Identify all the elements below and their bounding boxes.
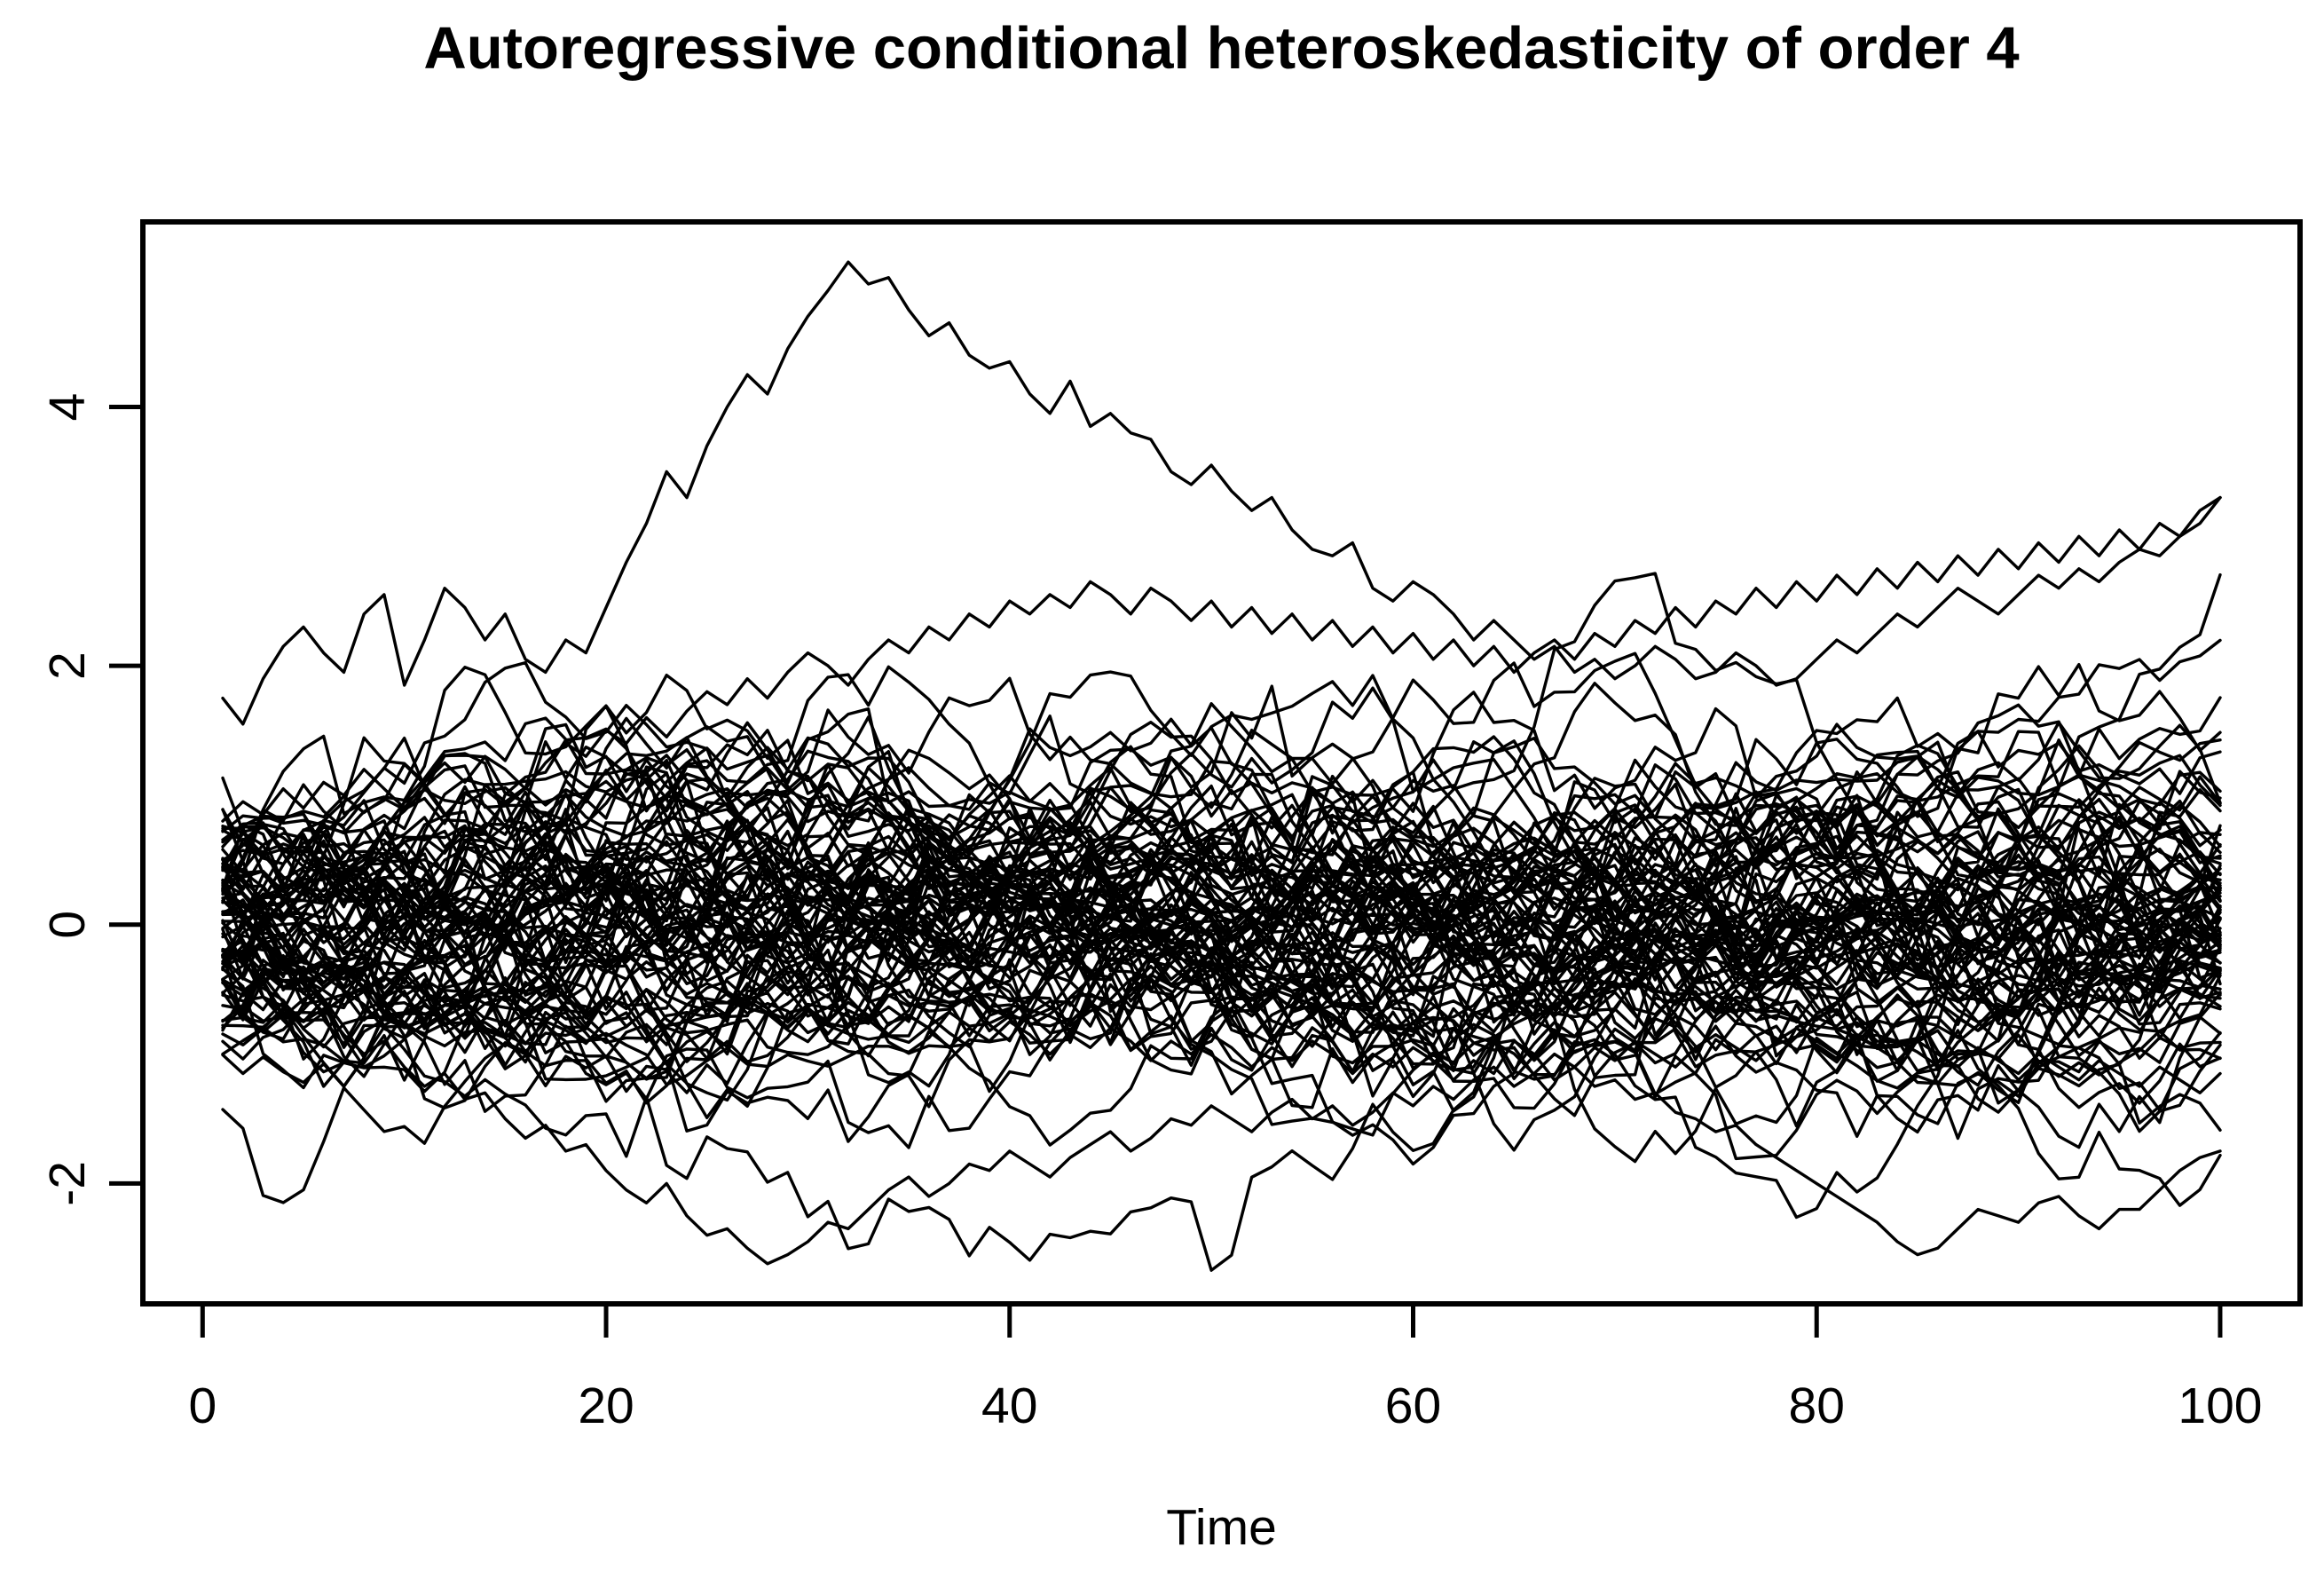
series-line — [221, 730, 2222, 1090]
series-line — [221, 721, 2222, 1054]
x-tick-label: 40 — [981, 1378, 1037, 1434]
series-line — [221, 666, 2222, 936]
chart-title: Autoregressive conditional heteroskedast… — [423, 15, 2020, 82]
series-line-bottom-outlier-early — [221, 975, 2222, 1266]
series-line — [221, 791, 2222, 1049]
series-line — [221, 572, 2222, 940]
series-line — [221, 839, 2222, 1149]
series-line — [221, 721, 2222, 1070]
series-line — [221, 775, 2222, 1149]
series-line — [221, 790, 2222, 1113]
series-line — [221, 691, 2222, 860]
x-tick-label: 0 — [188, 1378, 217, 1434]
series-line — [221, 704, 2222, 1062]
series-line — [221, 809, 2222, 1143]
y-tick-label: -2 — [39, 1161, 96, 1206]
series-line — [221, 670, 2222, 983]
series-line-bottom-outlier-late — [221, 942, 2222, 1257]
y-tick-label: 4 — [39, 393, 96, 422]
series-line — [221, 651, 2222, 972]
y-tick-label: 2 — [39, 651, 96, 680]
series-line — [221, 894, 2222, 1109]
x-tick-label: 20 — [578, 1378, 634, 1434]
x-tick-label: 60 — [1385, 1378, 1441, 1434]
x-axis-label: Time — [1166, 1499, 1277, 1556]
series-line — [221, 707, 2222, 1024]
series-line-top-outlier — [221, 260, 2222, 726]
series-line — [221, 817, 2222, 1023]
x-tick-label: 80 — [1789, 1378, 1845, 1434]
series-line — [221, 797, 2222, 989]
series-line — [221, 716, 2222, 1064]
series-line — [221, 818, 2222, 1152]
series-line — [221, 686, 2222, 1094]
series-line — [221, 775, 2222, 1088]
y-tick-label: 0 — [39, 911, 96, 939]
series-line — [221, 808, 2222, 1137]
series-line-late-riser — [221, 495, 2222, 823]
plot-border — [140, 219, 2303, 1307]
series-line — [221, 882, 2222, 1207]
x-tick-label: 100 — [2178, 1378, 2262, 1434]
series-line — [221, 831, 2222, 1083]
series-line — [221, 765, 2222, 1038]
series-line — [221, 843, 2222, 1056]
series-line — [221, 870, 2222, 1166]
